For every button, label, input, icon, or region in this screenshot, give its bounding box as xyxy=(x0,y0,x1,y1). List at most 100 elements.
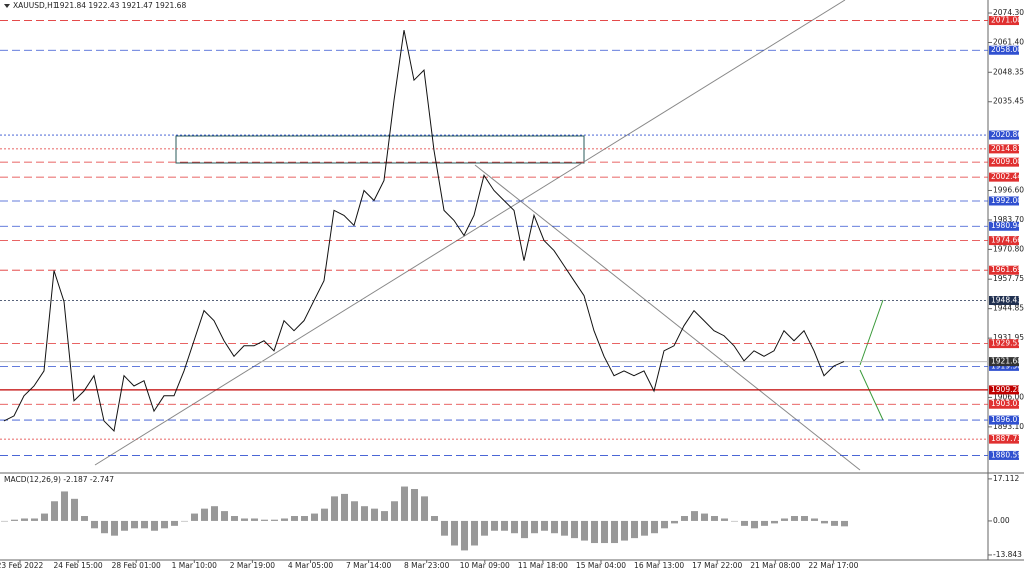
macd-bar xyxy=(371,508,378,521)
macd-bar xyxy=(381,511,388,521)
time-label: 21 Mar 08:00 xyxy=(750,561,800,570)
price-line xyxy=(3,30,845,433)
macd-bar xyxy=(51,501,58,521)
price-tick-label: 1906.00 xyxy=(993,392,1024,401)
macd-bar xyxy=(491,520,498,531)
time-label: 11 Mar 18:00 xyxy=(518,561,568,570)
macd-bar xyxy=(141,520,148,529)
level-label: 1992.00 xyxy=(991,196,1022,205)
macd-bar xyxy=(181,520,188,522)
macd-bar xyxy=(421,496,428,521)
level-label: 1980.94 xyxy=(991,221,1022,230)
macd-bar xyxy=(291,516,298,521)
macd-bar xyxy=(401,486,408,521)
level-tag xyxy=(989,221,1019,231)
level-label: 1880.59 xyxy=(991,450,1022,459)
macd-bar xyxy=(351,501,358,521)
current-label: 1921.68 xyxy=(991,357,1022,366)
price-tick-label: 1983.70 xyxy=(993,215,1024,224)
price-tick-label: 2048.35 xyxy=(993,67,1024,76)
macd-bar xyxy=(561,520,568,536)
macd-bar xyxy=(511,520,518,534)
macd-bar xyxy=(681,516,688,521)
macd-bar xyxy=(521,520,528,539)
macd-bar xyxy=(251,518,258,521)
time-label: 4 Mar 05:00 xyxy=(288,561,334,570)
level-label: 2020.86 xyxy=(991,130,1022,139)
macd-bar xyxy=(21,518,28,521)
level-label: 1896.07 xyxy=(991,415,1022,424)
level-label: 2002.44 xyxy=(991,172,1022,181)
menu-icon[interactable] xyxy=(4,4,10,8)
macd-bar xyxy=(391,501,398,521)
macd-bar xyxy=(651,520,658,534)
trend-line xyxy=(474,164,861,471)
macd-bar xyxy=(211,506,218,521)
level-tag xyxy=(989,450,1019,460)
level-label: 1887.73 xyxy=(991,434,1022,443)
macd-bar xyxy=(161,520,168,529)
macd-bar xyxy=(761,520,768,526)
macd-bar xyxy=(531,520,538,534)
level-label: 2009.00 xyxy=(991,157,1022,166)
macd-bar xyxy=(341,493,348,521)
level-label: 2058.00 xyxy=(991,45,1022,54)
arrow-down xyxy=(859,369,884,421)
macd-bar xyxy=(721,518,728,521)
level-label: 1961.69 xyxy=(991,265,1022,274)
time-label: 15 Mar 04:00 xyxy=(576,561,626,570)
macd-bar xyxy=(471,520,478,546)
macd-bar xyxy=(541,520,548,531)
macd-bar xyxy=(811,518,818,521)
price-tick-label: 2035.45 xyxy=(993,97,1024,106)
time-label: 24 Feb 15:00 xyxy=(53,561,102,570)
macd-bar xyxy=(11,519,18,521)
level-tag xyxy=(989,265,1019,275)
time-label: 10 Mar 09:00 xyxy=(460,561,510,570)
macd-bar xyxy=(91,520,98,529)
macd-bar xyxy=(241,518,248,521)
macd-bar xyxy=(331,496,338,521)
macd-bar xyxy=(61,491,68,521)
level-tag xyxy=(989,130,1019,140)
level-label: 1929.55 xyxy=(991,339,1022,348)
level-tag xyxy=(989,361,1019,371)
level-label: 1948.43 xyxy=(991,295,1022,304)
level-tag xyxy=(989,434,1019,444)
macd-bar xyxy=(701,513,708,521)
time-label: 8 Mar 23:00 xyxy=(404,561,450,570)
time-label: 22 Mar 17:00 xyxy=(808,561,858,570)
price-tick-label: 1970.80 xyxy=(993,244,1024,253)
time-label: 23 Feb 2022 xyxy=(0,561,44,570)
level-tag xyxy=(989,236,1019,246)
macd-bar xyxy=(481,520,488,536)
macd-bar xyxy=(1,520,8,522)
macd-bar xyxy=(571,520,578,539)
macd-bar xyxy=(771,520,778,524)
macd-bar xyxy=(441,520,448,536)
level-tag xyxy=(989,295,1019,305)
macd-bar xyxy=(131,520,138,529)
time-label: 17 Mar 22:00 xyxy=(692,561,742,570)
macd-bar xyxy=(751,520,758,529)
macd-bar xyxy=(41,513,48,521)
macd-bar xyxy=(631,520,638,539)
macd-bar xyxy=(201,508,208,521)
macd-bar xyxy=(831,520,838,526)
macd-bar xyxy=(661,520,668,529)
macd-bar xyxy=(591,520,598,544)
level-tag xyxy=(989,172,1019,182)
price-tick-label: 2061.40 xyxy=(993,37,1024,46)
macd-bar xyxy=(111,520,118,536)
macd-bar xyxy=(271,519,278,521)
macd-bar xyxy=(121,520,128,531)
macd-bar xyxy=(301,516,308,521)
price-tick-label: 1944.85 xyxy=(993,304,1024,313)
macd-tick-label: -13.843 xyxy=(993,550,1022,559)
macd-bar xyxy=(671,520,678,524)
price-tick-label: 1957.75 xyxy=(993,274,1024,283)
level-label: 2014.81 xyxy=(991,144,1022,153)
macd-bar xyxy=(151,520,158,531)
